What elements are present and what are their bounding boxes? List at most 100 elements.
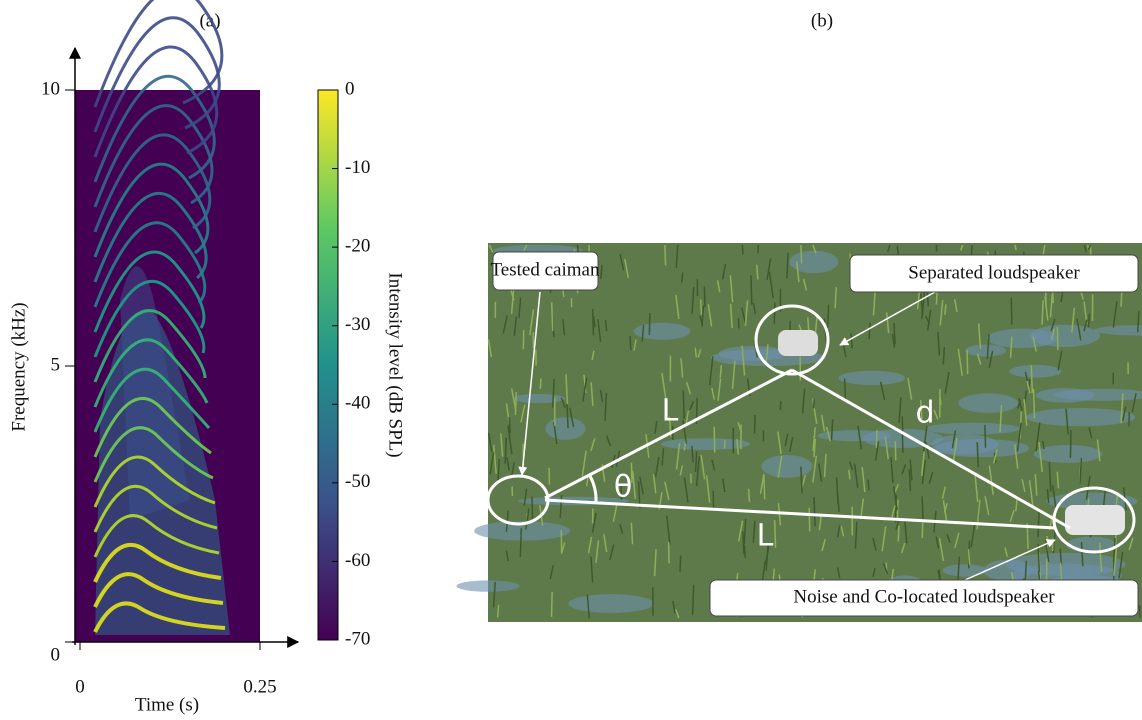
grass [599,389,604,403]
colorbar-tick-label: 0 [345,78,355,99]
grass [1023,398,1028,426]
harmonic [93,104,214,208]
grass [705,475,711,503]
harmonic [93,250,206,333]
diagram-label: θ [614,470,632,505]
arrows [518,291,1056,581]
grass [872,288,877,316]
grass [823,453,827,478]
grass [898,397,902,424]
grass [719,365,723,378]
grass [737,318,740,329]
grass [881,526,887,552]
grass [729,304,733,329]
grass [937,331,941,356]
grass [664,481,670,501]
grass [942,347,946,365]
grass [716,280,721,293]
grass [680,358,684,378]
grass [513,316,518,336]
grass [689,473,692,484]
diagram-label: L [662,394,679,429]
grass [549,565,554,580]
grass [661,448,665,466]
grass [939,300,944,326]
harmonic [93,16,221,133]
grass [800,466,803,494]
harmonic [93,162,210,258]
grass [675,609,680,619]
grass [1079,457,1083,484]
grass [489,452,495,475]
diagram-label: d [915,396,934,431]
grass [893,322,896,345]
grass [891,505,896,518]
grass [946,534,951,543]
grass [487,432,493,453]
grass [812,455,818,483]
grass [550,591,553,617]
water [958,393,1019,413]
y-tick-label: 10 [41,78,60,99]
grass [753,414,756,434]
grass [487,339,493,358]
grass [559,494,563,519]
grass [1080,541,1084,567]
grass [885,312,890,334]
colorbar-tick-label: -70 [345,628,370,649]
grass [959,244,964,251]
grass [1010,297,1013,325]
grass [497,459,500,481]
grass [796,261,800,283]
grass [492,444,497,474]
grass [743,518,747,545]
grass [664,244,667,266]
grass [1096,439,1101,462]
grass [600,264,603,279]
grass [496,604,500,618]
grass [834,287,838,309]
grass [1004,547,1008,557]
grass [879,381,886,401]
grass [685,410,690,426]
grass [826,304,830,328]
grass [900,542,906,554]
grass [922,425,928,453]
grass [672,600,676,614]
grass [854,521,858,549]
harmonic [93,455,216,508]
grass [820,414,826,432]
grass [603,534,608,553]
water [456,580,520,592]
grass [661,372,667,398]
grass [928,471,934,484]
grass [901,433,904,453]
grass [843,378,847,400]
harmonic [93,601,226,633]
grass [779,400,782,411]
grass [1015,498,1019,512]
grass [765,542,771,564]
grass [909,459,913,481]
grass [742,531,745,555]
photo-texture [456,244,1142,619]
grass [666,515,671,545]
grass [582,377,588,402]
grass [711,459,716,470]
grass [976,353,982,365]
diagram-label: L [757,519,774,554]
grass [722,478,726,493]
grass [1049,294,1053,318]
grass [590,556,594,583]
grass [1088,427,1093,439]
harmonic [93,484,218,533]
water [474,521,571,541]
annotation-box [492,251,599,291]
grass [695,456,701,486]
grass [731,360,736,390]
grass [1018,397,1023,412]
grass [908,469,912,491]
panel-label: (b) [811,10,833,31]
grass [951,430,957,449]
harmonic [93,426,214,483]
